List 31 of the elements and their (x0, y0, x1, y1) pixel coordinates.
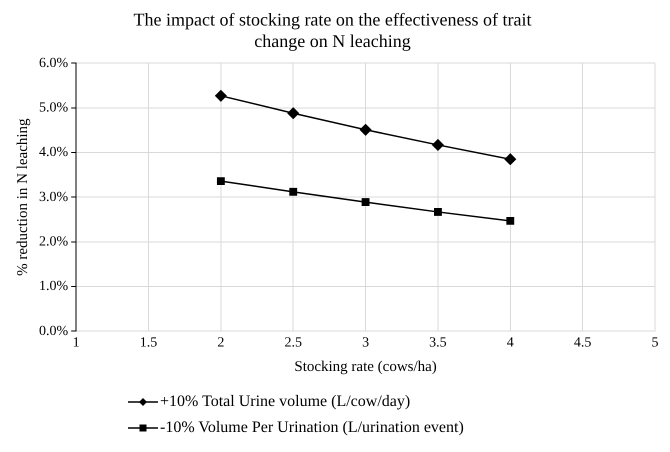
x-tick-label: 1.5 (140, 335, 158, 350)
x-axis-title: Stocking rate (cows/ha) (294, 358, 437, 375)
y-tick-label: 3.0% (38, 190, 68, 205)
point (287, 107, 299, 119)
y-tick-label: 6.0% (38, 56, 68, 71)
x-tick-label: 3 (362, 335, 370, 350)
y-tick-label: 4.0% (38, 145, 68, 160)
x-tick-label: 4 (506, 335, 514, 350)
legend-label: +10% Total Urine volume (L/cow/day) (160, 393, 410, 411)
y-tick-label: 0.0% (38, 324, 68, 339)
point (432, 139, 444, 151)
point (289, 188, 298, 196)
point (434, 208, 442, 216)
point (360, 124, 372, 136)
x-tick-label: 5 (652, 335, 658, 350)
point (504, 153, 516, 165)
point (216, 177, 225, 186)
x-tick-label: 3.5 (429, 335, 447, 350)
x-tick-label: 2.5 (284, 335, 302, 350)
point (215, 90, 227, 102)
chart-title: The impact of stocking rate on the effectiveness of trait change on N leaching (133, 10, 532, 52)
x-tick-label: 1 (72, 335, 80, 350)
y-tick-label: 1.0% (38, 279, 68, 294)
y-tick-label: 2.0% (38, 234, 68, 250)
y-tick-label: 5.0% (38, 100, 68, 116)
point (506, 216, 514, 225)
legend-label: -10% Volume Per Urination (L/urination event) (160, 419, 464, 437)
point (362, 198, 370, 206)
x-tick-label: 4.5 (574, 335, 592, 350)
x-tick-label: 2 (217, 335, 224, 350)
y-axis-title: % reduction in N leaching (14, 118, 31, 276)
